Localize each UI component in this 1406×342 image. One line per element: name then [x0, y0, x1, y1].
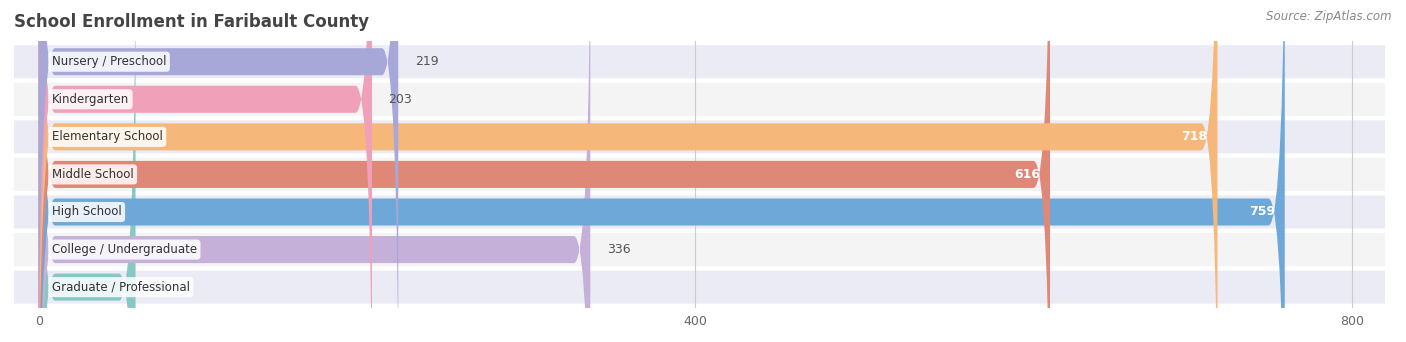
Text: Kindergarten: Kindergarten — [52, 93, 129, 106]
FancyBboxPatch shape — [39, 0, 398, 342]
FancyBboxPatch shape — [6, 271, 1406, 304]
Text: 759: 759 — [1249, 206, 1275, 219]
Text: 718: 718 — [1181, 130, 1208, 143]
Text: Middle School: Middle School — [52, 168, 134, 181]
FancyBboxPatch shape — [6, 120, 1406, 153]
Text: 59: 59 — [152, 281, 167, 294]
Text: 219: 219 — [415, 55, 439, 68]
FancyBboxPatch shape — [6, 196, 1406, 228]
FancyBboxPatch shape — [39, 0, 135, 342]
Text: School Enrollment in Faribault County: School Enrollment in Faribault County — [14, 13, 370, 31]
Text: 616: 616 — [1014, 168, 1040, 181]
FancyBboxPatch shape — [39, 0, 373, 342]
FancyBboxPatch shape — [6, 233, 1406, 266]
FancyBboxPatch shape — [6, 45, 1406, 78]
Text: Nursery / Preschool: Nursery / Preschool — [52, 55, 166, 68]
FancyBboxPatch shape — [39, 0, 1218, 342]
Text: Source: ZipAtlas.com: Source: ZipAtlas.com — [1267, 10, 1392, 23]
Text: Elementary School: Elementary School — [52, 130, 163, 143]
Text: High School: High School — [52, 206, 121, 219]
FancyBboxPatch shape — [39, 0, 591, 342]
FancyBboxPatch shape — [6, 83, 1406, 116]
FancyBboxPatch shape — [39, 0, 1050, 342]
Text: 203: 203 — [388, 93, 412, 106]
Text: Graduate / Professional: Graduate / Professional — [52, 281, 190, 294]
FancyBboxPatch shape — [39, 0, 1285, 342]
Text: College / Undergraduate: College / Undergraduate — [52, 243, 197, 256]
Text: 336: 336 — [607, 243, 630, 256]
FancyBboxPatch shape — [6, 158, 1406, 191]
